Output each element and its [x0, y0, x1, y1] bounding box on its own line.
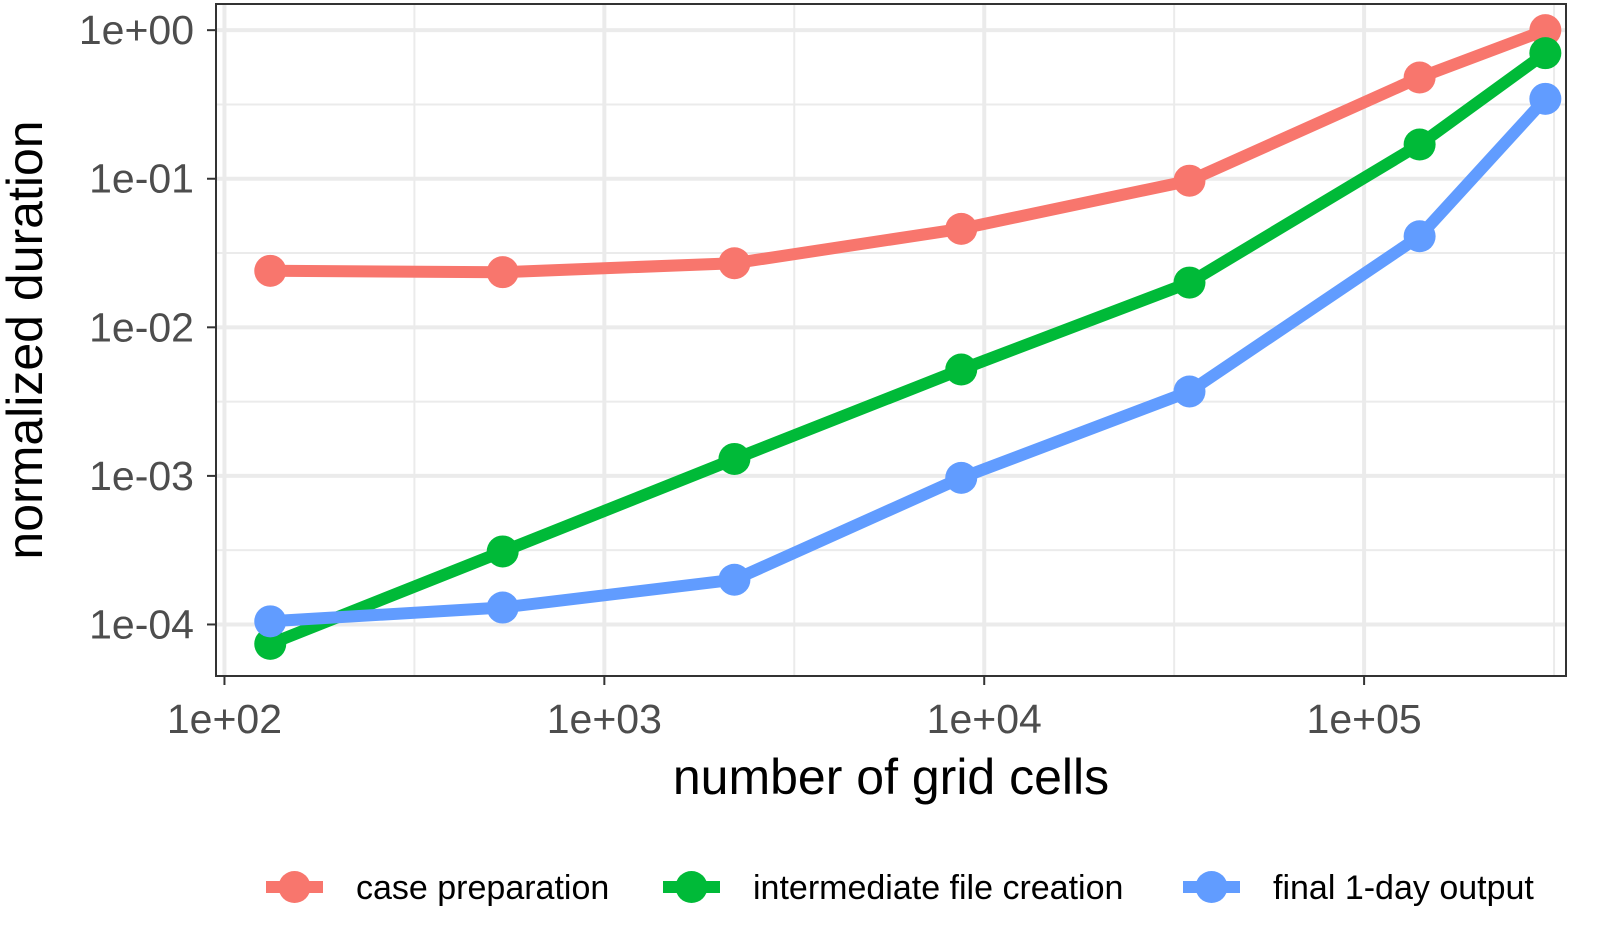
- legend-item: case preparation: [266, 869, 609, 907]
- data-point: [1529, 14, 1562, 47]
- legend: case preparation intermediate file creati…: [266, 869, 1534, 907]
- data-point: [254, 605, 287, 638]
- legend-key-point: [675, 871, 708, 903]
- legend-item: intermediate file creation: [663, 869, 1123, 907]
- data-point: [486, 535, 519, 568]
- x-tick-label: 1e+04: [927, 696, 1042, 742]
- series-group: [254, 37, 1562, 660]
- axes: 1e+02 1e+03 1e+04 1e+05 1e+00 1e-01 1e-02 1e-03…: [79, 7, 1422, 742]
- data-point: [1403, 61, 1436, 94]
- x-tick-label: 1e+05: [1307, 696, 1422, 742]
- data-point: [1403, 128, 1436, 161]
- series-group: [254, 14, 1562, 289]
- y-tick-label: 1e+00: [79, 7, 194, 53]
- x-tick-label: 1e+02: [167, 696, 282, 742]
- x-axis-title: number of grid cells: [673, 749, 1109, 805]
- series-group: [254, 82, 1562, 638]
- legend-label: intermediate file creation: [753, 869, 1123, 907]
- data-point: [1173, 375, 1206, 408]
- legend-key-point: [1195, 871, 1228, 903]
- data-point: [1529, 37, 1562, 70]
- data-point: [254, 627, 287, 660]
- data-point: [945, 461, 978, 494]
- data-point: [718, 442, 751, 475]
- data-point: [945, 212, 978, 245]
- legend-label: case preparation: [356, 869, 609, 907]
- plot-panel-border: [215, 3, 1567, 677]
- data-point: [486, 591, 519, 624]
- y-tick-label: 1e-01: [89, 156, 194, 202]
- series-layer: [254, 14, 1562, 660]
- legend-label: final 1-day output: [1273, 869, 1534, 907]
- x-tick-label: 1e+03: [547, 696, 662, 742]
- data-point: [718, 563, 751, 596]
- data-point: [718, 247, 751, 280]
- data-point: [1173, 164, 1206, 197]
- y-tick-label: 1e-03: [89, 453, 194, 499]
- data-point: [945, 353, 978, 386]
- data-point: [1403, 220, 1436, 253]
- data-point: [486, 256, 519, 289]
- data-point: [1173, 266, 1206, 299]
- data-point: [1529, 82, 1562, 115]
- legend-key-point: [278, 871, 311, 903]
- y-axis-title: normalized duration: [0, 120, 53, 559]
- data-point: [254, 254, 287, 287]
- legend-item: final 1-day output: [1183, 869, 1534, 907]
- y-tick-label: 1e-02: [89, 304, 194, 350]
- y-tick-label: 1e-04: [89, 601, 194, 647]
- grid-lines: [216, 4, 1566, 676]
